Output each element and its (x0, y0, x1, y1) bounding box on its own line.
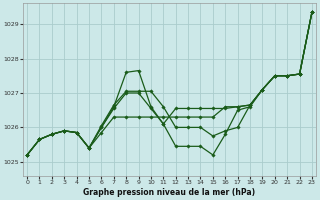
X-axis label: Graphe pression niveau de la mer (hPa): Graphe pression niveau de la mer (hPa) (84, 188, 256, 197)
